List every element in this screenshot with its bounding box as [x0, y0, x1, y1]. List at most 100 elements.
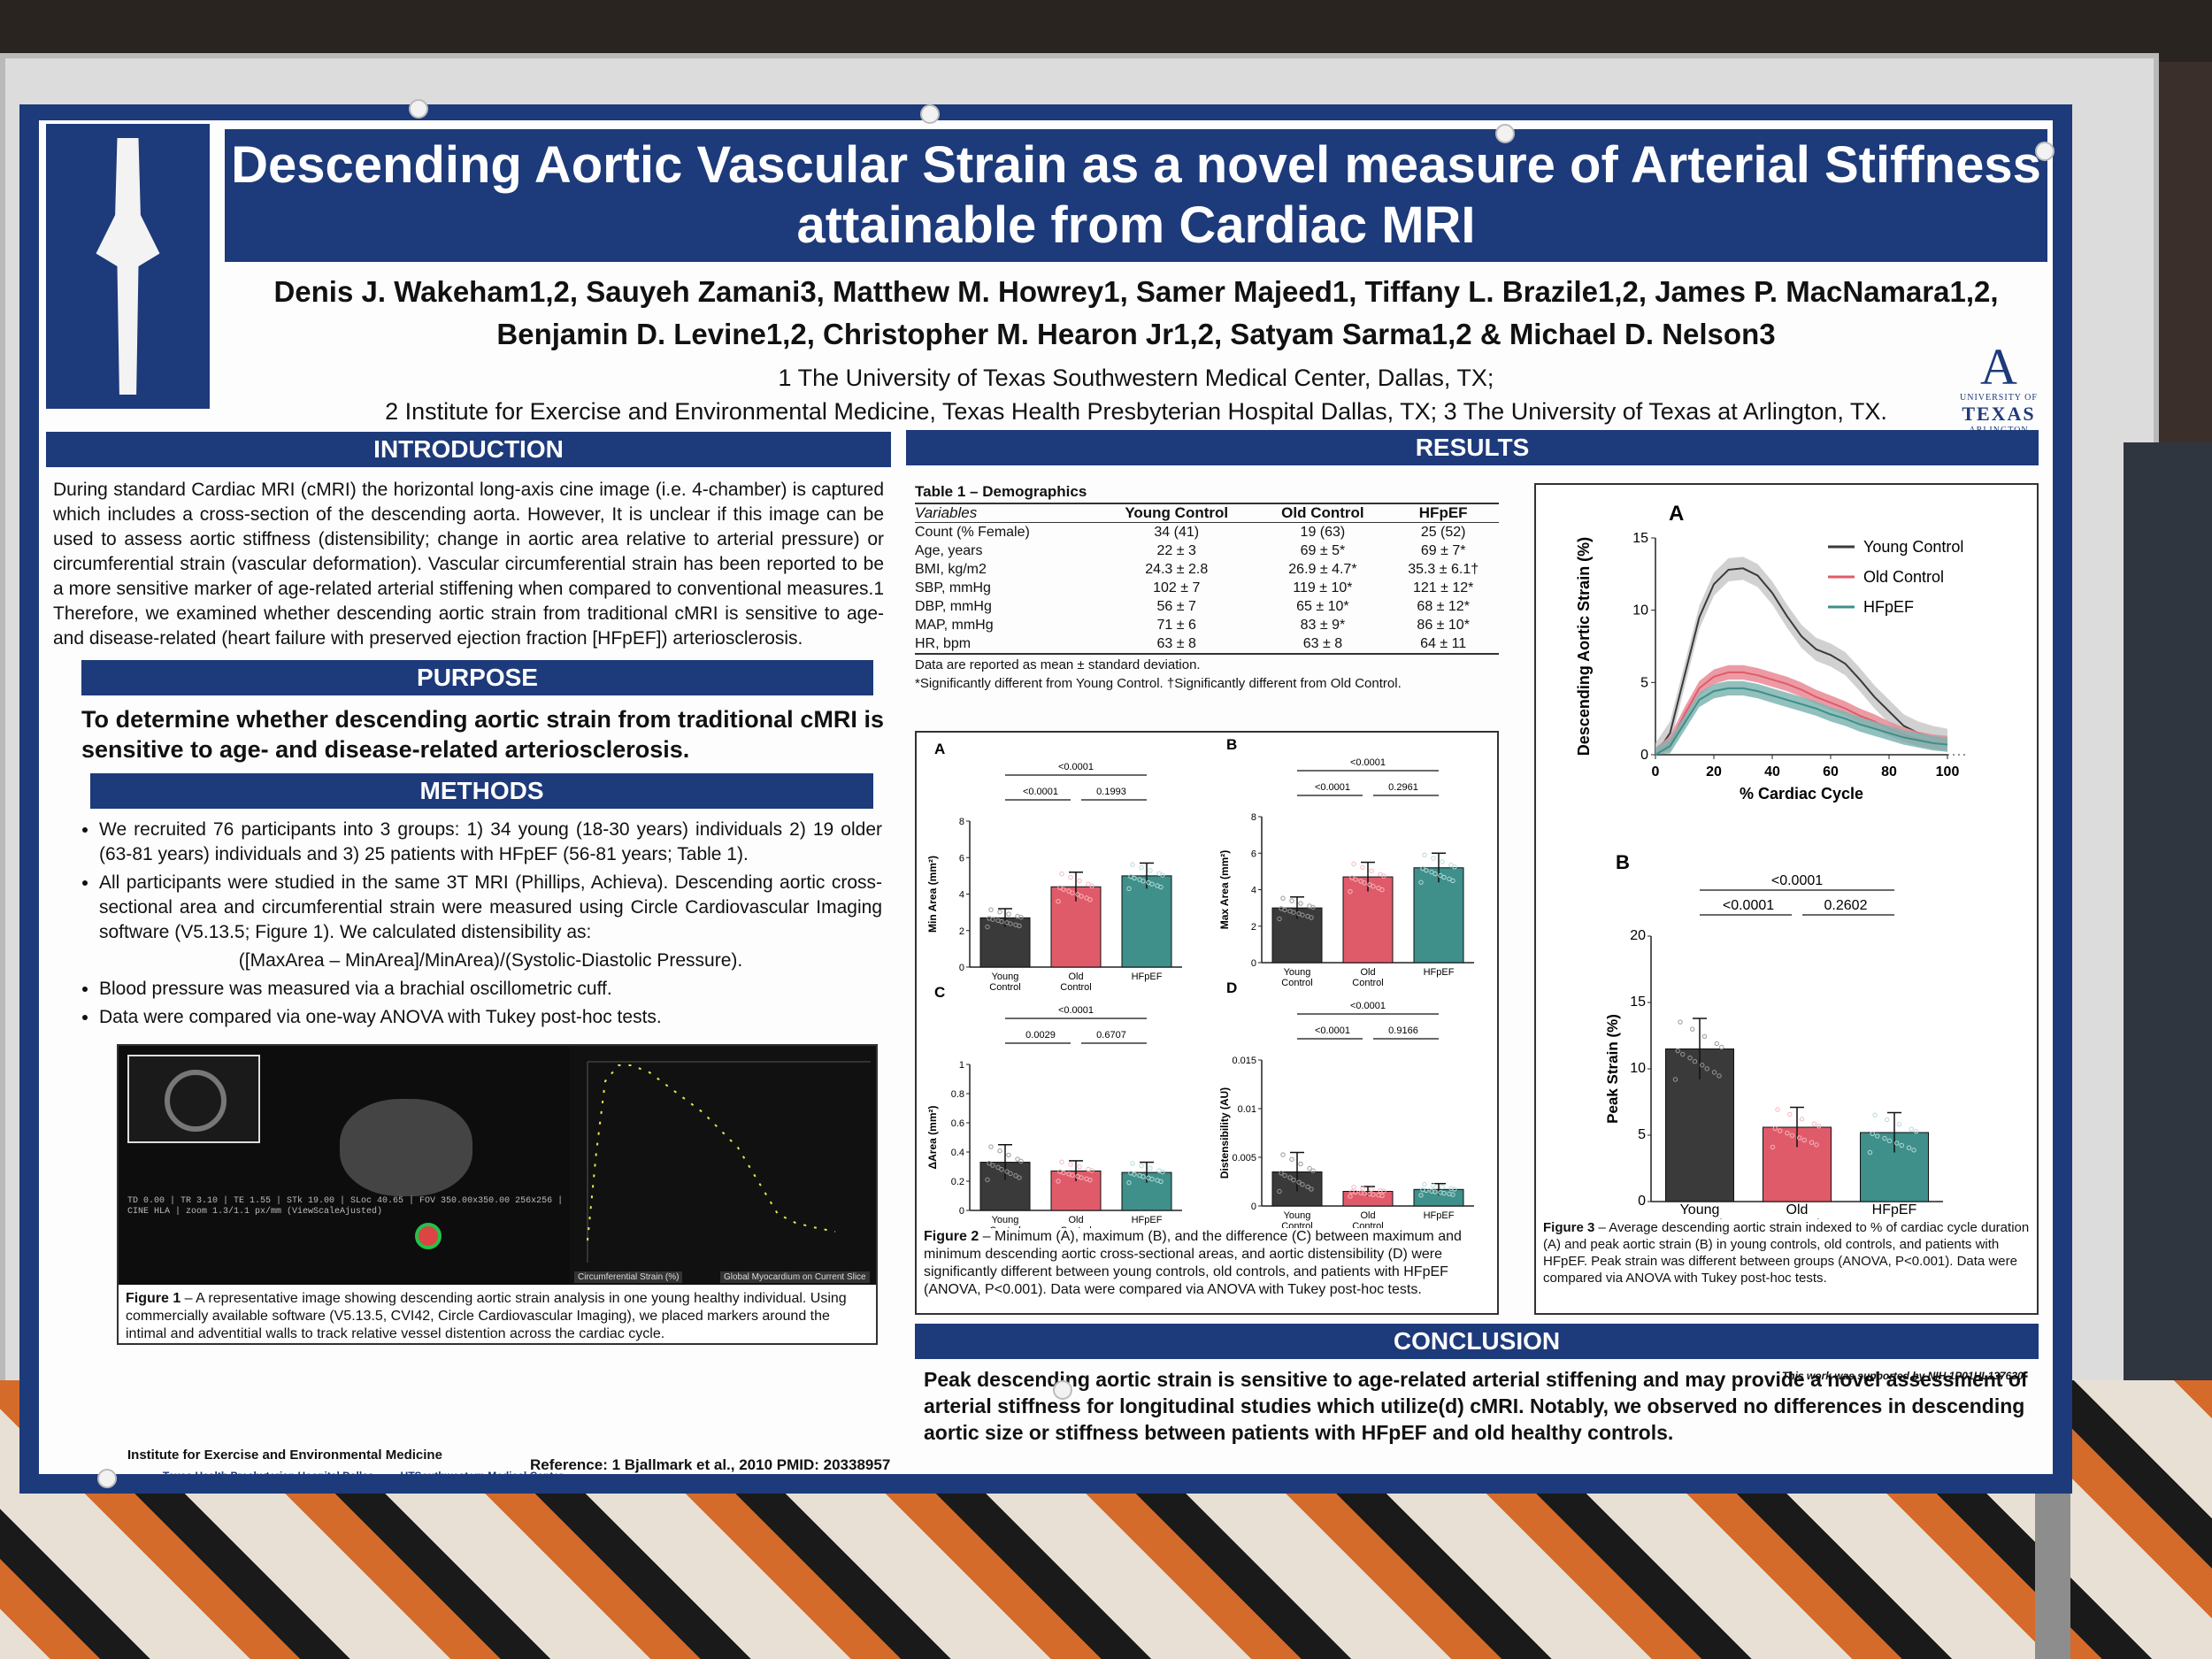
bar — [1121, 875, 1172, 968]
category-label: Old — [1068, 1215, 1083, 1225]
data-point — [1379, 887, 1385, 893]
vitruvian-figure-icon — [96, 138, 160, 395]
reference: Reference: 1 Bjallmark et al., 2010 PMID… — [530, 1456, 891, 1473]
data-point — [1431, 856, 1436, 861]
data-point — [1148, 868, 1153, 873]
data-point — [1008, 921, 1013, 926]
data-point — [1360, 1186, 1365, 1191]
data-point — [1280, 1152, 1286, 1157]
data-point — [1059, 871, 1064, 877]
data-point — [1875, 1133, 1880, 1139]
strain-dropdown[interactable]: Circumferential Strain (%) — [574, 1271, 683, 1283]
authors: Denis J. Wakeham1,2, Sauyeh Zamani3, Mat… — [225, 271, 2047, 356]
data-point — [1291, 910, 1296, 915]
aorta-inset — [127, 1055, 260, 1143]
table-row-label: Count (% Female) — [915, 525, 1030, 540]
affiliation-line-2: 2 Institute for Exercise and Environment… — [385, 398, 1887, 425]
table-row: MAP, mmHg 71 ± 6 83 ± 9* 86 ± 10* — [915, 616, 1499, 634]
data-point — [1678, 1019, 1683, 1025]
y-tick-label: 6 — [959, 853, 964, 864]
background-person — [2124, 442, 2212, 1416]
data-point — [999, 1167, 1004, 1172]
figure-3-caption-text: – Average descending aortic strain index… — [1543, 1220, 2030, 1286]
data-point — [1289, 1156, 1294, 1162]
data-point — [1711, 1070, 1717, 1075]
purpose-text: To determine whether descending aortic s… — [81, 706, 884, 763]
data-point — [1279, 1171, 1284, 1176]
table-1: Table 1 – Demographics Variables Young C… — [915, 483, 1499, 692]
table-header: Old Control — [1257, 504, 1388, 523]
data-point — [1087, 1177, 1093, 1183]
x-tick-label: 80 — [1881, 764, 1897, 780]
data-point — [1432, 1189, 1438, 1194]
data-point — [1911, 1148, 1916, 1153]
table-row: SBP, mmHg 102 ± 7 119 ± 10* 121 ± 12* — [915, 579, 1499, 597]
table-header: Variables — [915, 504, 1095, 523]
data-point — [1130, 862, 1135, 867]
data-point — [997, 1148, 1002, 1154]
data-point — [1004, 1169, 1010, 1174]
table-note-2: *Significantly different from Young Cont… — [915, 676, 1402, 691]
table-cell: 56 ± 7 — [1156, 599, 1196, 614]
table-cell: 22 ± 3 — [1156, 543, 1196, 558]
data-point — [1353, 1189, 1358, 1195]
category-label: Control — [1060, 982, 1091, 993]
myocardium-dropdown[interactable]: Global Myocardium on Current Slice — [720, 1271, 870, 1283]
category-label: Young — [992, 1215, 1019, 1225]
data-point — [1160, 1169, 1165, 1175]
footer-logos: Texas Health Presbyterian Hospital Dalla… — [163, 1470, 564, 1482]
category-label: HFpEF — [1132, 972, 1163, 982]
data-point — [1298, 1161, 1303, 1167]
figure-1-label: Figure 1 — [126, 1291, 181, 1306]
poster: Descending Aortic Vascular Strain as a n… — [19, 104, 2072, 1494]
data-point — [1772, 1125, 1778, 1132]
data-point — [1077, 1164, 1082, 1170]
data-point — [1282, 1172, 1287, 1179]
data-point — [1450, 1192, 1455, 1197]
data-point — [1087, 897, 1093, 902]
figure-3: A 0 5 10 15 0 20 40 60 80 100% Cardiac Cycle Descen… — [1534, 483, 2039, 1315]
table-cell: 71 ± 6 — [1156, 618, 1196, 633]
figure-1-caption-text: – A representative image showing descend… — [126, 1291, 847, 1341]
push-pin — [920, 104, 940, 124]
p-value-label: <0.0001 — [1350, 1001, 1386, 1011]
affiliation-line-1: 1 The University of Texas Southwestern M… — [778, 365, 1494, 391]
data-point — [1369, 868, 1374, 873]
table-header: Young Control — [1094, 504, 1258, 523]
data-point — [1158, 1179, 1164, 1184]
funding-note: This work was supported by NIH 1P01HL137… — [1781, 1370, 2026, 1382]
uta-logo-top: UNIVERSITY OF — [1960, 393, 2038, 403]
data-point — [1006, 911, 1011, 917]
data-point — [1809, 1140, 1815, 1145]
figure-2-caption-text: – Minimum (A), maximum (B), and the diff… — [924, 1229, 1462, 1297]
data-point — [1298, 901, 1303, 906]
y-tick-label: 5 — [1638, 1127, 1646, 1142]
data-point — [1309, 1187, 1314, 1192]
y-tick-label: 0 — [959, 963, 964, 973]
category-label: Control — [1060, 1225, 1091, 1228]
data-point — [1379, 1193, 1385, 1199]
data-point — [1424, 867, 1429, 873]
data-point — [1126, 886, 1132, 892]
data-point — [1277, 1188, 1282, 1194]
table-row-label: HR, bpm — [915, 634, 1095, 655]
distensibility-formula: ([MaxArea – MinArea]/MinArea)/(Systolic-… — [238, 950, 743, 971]
table-1-title: Table 1 – Demographics — [915, 483, 1499, 504]
table-cell: 26.9 ± 4.7* — [1288, 562, 1357, 577]
data-point — [1675, 1048, 1680, 1054]
texas-health-logo: Texas Health Presbyterian Hospital Dalla… — [163, 1470, 374, 1482]
category-label: Young — [992, 972, 1019, 982]
table-cell: 34 (41) — [1154, 525, 1200, 540]
table-row: DBP, mmHg 56 ± 7 65 ± 10* 68 ± 12* — [915, 597, 1499, 616]
data-point — [1687, 1055, 1693, 1061]
figure-3-caption: Figure 3 – Average descending aortic str… — [1543, 1219, 2030, 1286]
data-point — [1296, 1179, 1302, 1185]
data-point — [1692, 1059, 1698, 1064]
table-cell: 64 ± 11 — [1387, 634, 1499, 655]
data-point — [1422, 852, 1427, 857]
bar — [1413, 867, 1464, 964]
data-point — [1440, 1184, 1445, 1190]
y-tick-label: 4 — [959, 890, 964, 901]
data-point — [1148, 1165, 1153, 1171]
legend-label: Old Control — [1863, 568, 1944, 586]
